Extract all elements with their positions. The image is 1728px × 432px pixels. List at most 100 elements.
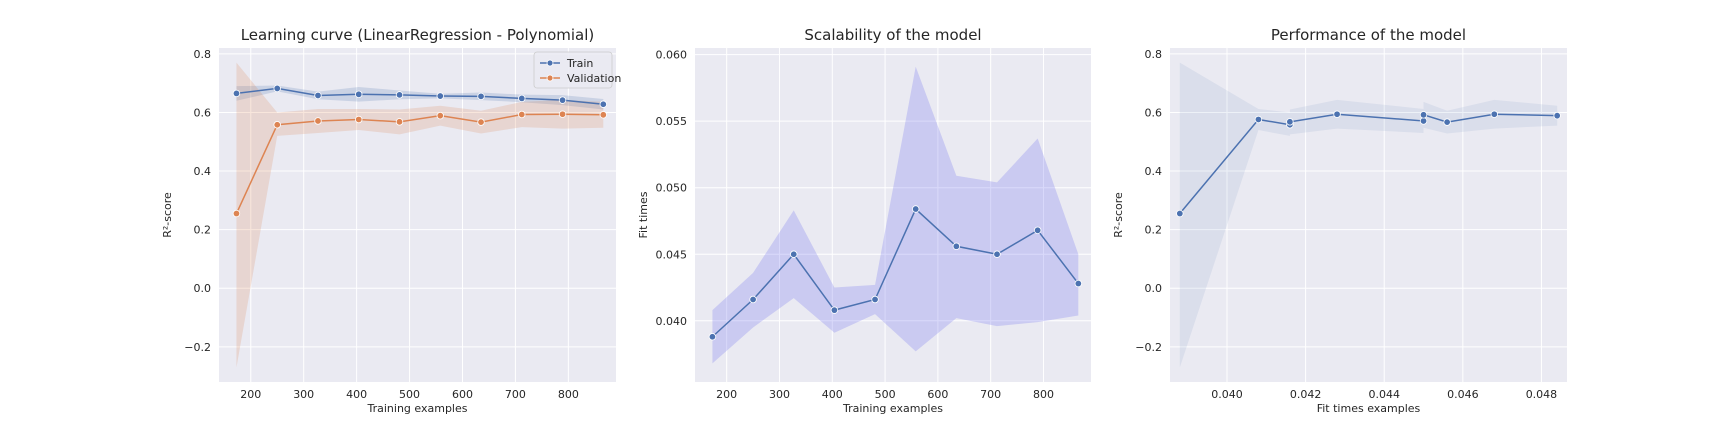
x-tick-label: 500 bbox=[875, 388, 896, 401]
gridlines bbox=[1170, 48, 1567, 382]
y-tick-label: 0.6 bbox=[194, 106, 212, 119]
legend-entry-validation: Validation bbox=[540, 72, 621, 85]
series-points bbox=[708, 205, 1083, 341]
data-point bbox=[518, 110, 526, 119]
data-point bbox=[1490, 110, 1498, 118]
data-point bbox=[599, 111, 607, 119]
series-points bbox=[1176, 110, 1561, 218]
data-point bbox=[708, 333, 717, 341]
y-tick-label: −0.2 bbox=[1135, 341, 1162, 354]
series-points bbox=[232, 84, 607, 218]
y-tick-label: 0.060 bbox=[656, 49, 688, 62]
data-point bbox=[477, 118, 485, 126]
x-tick-label: 300 bbox=[293, 388, 314, 401]
x-tick-labels: 200 300 400 500 600 700 800 bbox=[240, 388, 579, 401]
x-tick-label: 800 bbox=[558, 388, 579, 401]
legend-marker-validation bbox=[546, 74, 554, 82]
y-tick-label: 0.0 bbox=[194, 282, 212, 295]
y-tick-label: 0.050 bbox=[656, 182, 688, 195]
legend-box bbox=[533, 51, 613, 89]
gridlines bbox=[219, 48, 616, 382]
series-line bbox=[711, 207, 1079, 338]
x-tick-label: 200 bbox=[716, 388, 737, 401]
chart-title: Scalability of the model bbox=[804, 26, 981, 44]
data-point bbox=[314, 117, 322, 125]
legend-label-train: Train bbox=[566, 57, 593, 70]
learning-curve-panel: 200 300 400 500 600 700 800 −0.2 0.0 0.2 0.4 0.6 0.… bbox=[161, 26, 621, 415]
data-point bbox=[1443, 118, 1451, 126]
data-point bbox=[355, 115, 363, 124]
y-tick-label: 0.2 bbox=[1145, 224, 1163, 237]
x-axis-label: Training examples bbox=[367, 402, 468, 415]
data-point bbox=[395, 91, 404, 99]
data-point bbox=[232, 89, 241, 98]
y-tick-label: 0.040 bbox=[656, 315, 688, 328]
x-tick-label: 800 bbox=[1033, 388, 1054, 401]
data-point bbox=[749, 295, 757, 304]
data-point bbox=[1419, 117, 1428, 125]
data-point bbox=[912, 205, 920, 213]
x-tick-label: 400 bbox=[346, 388, 367, 401]
data-point bbox=[436, 92, 444, 100]
data-point bbox=[477, 92, 485, 101]
data-point bbox=[790, 250, 798, 258]
y-axis-label: R²-score bbox=[161, 192, 174, 238]
y-tick-labels: −0.2 0.0 0.2 0.4 0.6 0.8 bbox=[1135, 48, 1162, 354]
series-lines bbox=[711, 207, 1079, 338]
x-tick-label: 400 bbox=[822, 388, 843, 401]
chart-title: Learning curve (LinearRegression - Polyn… bbox=[241, 26, 595, 44]
performance-panel: 0.040 0.042 0.044 0.046 0.048 −0.2 0.0 0.2 0.4 0… bbox=[1112, 26, 1567, 415]
data-point bbox=[1074, 279, 1083, 288]
data-point bbox=[1553, 111, 1561, 120]
x-tick-label: 200 bbox=[240, 388, 261, 401]
confidence-band bbox=[236, 62, 604, 368]
gridlines bbox=[695, 48, 1091, 382]
x-tick-label: 0.048 bbox=[1526, 388, 1558, 401]
legend-marker-train bbox=[546, 59, 554, 67]
x-axis-label: Training examples bbox=[842, 402, 943, 415]
confidence-band bbox=[712, 66, 1079, 364]
data-point bbox=[273, 121, 281, 129]
legend-entry-train: Train bbox=[540, 57, 593, 70]
data-point bbox=[355, 90, 363, 98]
x-axis-label: Fit times examples bbox=[1317, 402, 1421, 415]
y-tick-label: 0.6 bbox=[1145, 106, 1163, 119]
y-tick-label: −0.2 bbox=[184, 341, 211, 354]
series-lines bbox=[235, 87, 604, 214]
confidence-band bbox=[236, 85, 604, 110]
plot-background bbox=[1170, 48, 1567, 382]
x-tick-label: 600 bbox=[452, 388, 473, 401]
data-point bbox=[1176, 209, 1184, 218]
series-line bbox=[235, 113, 604, 214]
data-point bbox=[273, 84, 281, 93]
x-tick-label: 700 bbox=[980, 388, 1001, 401]
x-tick-labels: 0.040 0.042 0.044 0.046 0.048 bbox=[1211, 388, 1557, 401]
data-point bbox=[830, 306, 839, 314]
data-point bbox=[1033, 226, 1042, 235]
data-point bbox=[436, 111, 444, 120]
y-tick-label: 0.2 bbox=[194, 224, 212, 237]
confidence-bands bbox=[236, 62, 604, 368]
y-tick-label: 0.4 bbox=[194, 165, 212, 178]
plot-background bbox=[219, 48, 616, 382]
data-point bbox=[558, 96, 567, 104]
data-point bbox=[952, 242, 961, 250]
data-point bbox=[871, 295, 879, 304]
scalability-panel: 200 300 400 500 600 700 800 0.0400.0450.0500.0… bbox=[637, 26, 1091, 415]
data-point bbox=[1286, 118, 1294, 126]
y-tick-label: 0.8 bbox=[194, 48, 212, 61]
confidence-bands bbox=[1179, 62, 1558, 368]
confidence-bands bbox=[712, 66, 1079, 364]
data-point bbox=[1419, 111, 1428, 119]
data-point bbox=[558, 110, 567, 118]
y-tick-labels: −0.2 0.0 0.2 0.4 0.6 0.8 bbox=[184, 48, 211, 354]
series-lines bbox=[1179, 113, 1558, 215]
x-tick-label: 0.044 bbox=[1368, 388, 1400, 401]
series-line bbox=[236, 87, 604, 105]
data-point bbox=[993, 250, 1001, 258]
x-tick-label: 600 bbox=[927, 388, 948, 401]
legend: Train Validation bbox=[533, 51, 621, 89]
x-tick-label: 700 bbox=[505, 388, 526, 401]
data-point bbox=[314, 91, 322, 100]
